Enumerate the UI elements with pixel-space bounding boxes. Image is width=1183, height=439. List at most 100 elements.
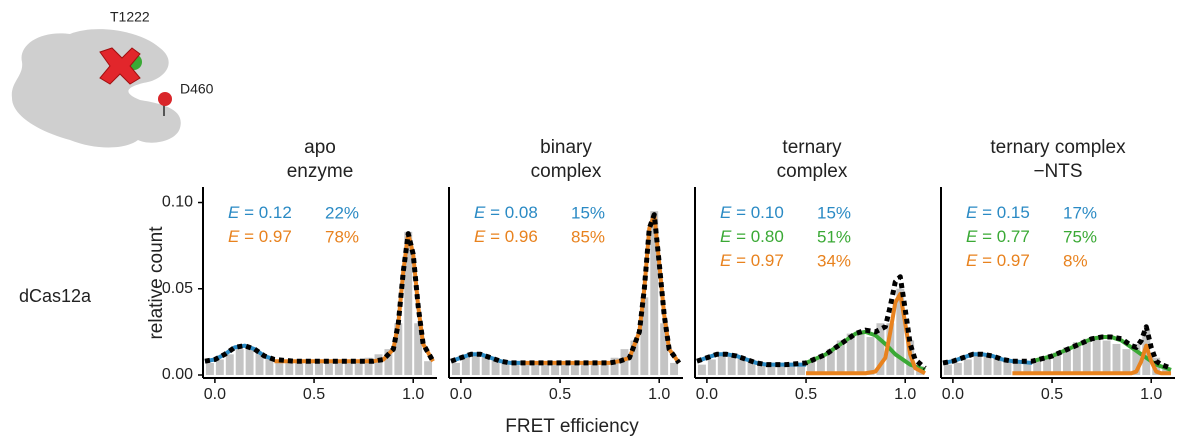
panel-title: complex xyxy=(531,161,602,182)
panel-title: enzyme xyxy=(287,161,354,182)
bar xyxy=(481,354,490,375)
bar xyxy=(551,364,560,375)
y-axis-title: relative count xyxy=(146,226,167,340)
bar xyxy=(205,362,214,375)
bar xyxy=(414,323,423,375)
bar xyxy=(973,356,982,375)
bar xyxy=(963,359,972,375)
bar xyxy=(876,323,885,375)
bar xyxy=(354,359,363,375)
x-tick-label: 1.0 xyxy=(1140,386,1162,403)
value: = 0.97 xyxy=(731,251,783,270)
value: = 0.08 xyxy=(485,203,537,222)
bar xyxy=(1033,359,1042,375)
bar xyxy=(384,349,393,375)
bar xyxy=(364,357,373,375)
bar xyxy=(1122,349,1131,375)
bar xyxy=(856,331,865,375)
bar xyxy=(943,364,952,375)
symbol: E xyxy=(720,203,732,222)
fit-parameter: E = 0.97 xyxy=(966,251,1030,270)
y-tick-label: 0.10 xyxy=(162,194,193,211)
bar xyxy=(511,364,520,375)
bar xyxy=(471,354,480,375)
symbol: E xyxy=(474,227,486,246)
bar xyxy=(983,354,992,375)
fit-total xyxy=(450,212,682,366)
bar xyxy=(757,364,766,375)
symbol: E xyxy=(966,203,978,222)
fit-parameter: E = 0.80 xyxy=(720,227,784,246)
value: = 0.96 xyxy=(485,227,537,246)
bar xyxy=(1102,340,1111,375)
bar xyxy=(1053,352,1061,375)
value: = 0.97 xyxy=(977,251,1029,270)
bar xyxy=(1092,337,1101,375)
bar xyxy=(610,357,619,375)
fit-fraction: 78% xyxy=(325,227,359,246)
fit-total xyxy=(696,274,927,370)
bar xyxy=(394,323,403,375)
bar xyxy=(797,364,806,375)
y-tick-label: 0.05 xyxy=(162,280,193,297)
bar xyxy=(896,288,905,375)
fit-fraction: 75% xyxy=(1063,227,1097,246)
bar xyxy=(344,361,353,375)
fit-total xyxy=(942,324,1172,371)
bar xyxy=(305,362,314,375)
panel-title: ternary xyxy=(782,137,842,158)
bar xyxy=(424,361,433,375)
y-tick-label: 0.00 xyxy=(162,366,193,383)
value: = 0.77 xyxy=(977,227,1029,246)
fit-parameter: E = 0.96 xyxy=(474,227,538,246)
symbol: E xyxy=(474,203,486,222)
fit-parameter: E = 0.77 xyxy=(966,227,1030,246)
bar xyxy=(225,354,234,375)
bar xyxy=(1003,359,1012,375)
site-label: D460 xyxy=(180,81,214,97)
panel-title: ternary complex xyxy=(990,137,1126,158)
bar xyxy=(640,297,649,375)
x-tick-label: 1.0 xyxy=(894,386,916,403)
bar xyxy=(1082,338,1091,375)
row-label: dCas12a xyxy=(19,286,92,306)
symbol: E xyxy=(720,227,732,246)
symbol: E xyxy=(720,251,732,270)
panel-title: −NTS xyxy=(1033,161,1082,182)
fit-parameter: E = 0.15 xyxy=(966,203,1030,222)
value: = 0.15 xyxy=(977,203,1029,222)
bar xyxy=(1043,356,1052,375)
bar xyxy=(600,361,609,375)
fit-parameter: E = 0.97 xyxy=(228,227,292,246)
bar xyxy=(521,364,530,375)
bar xyxy=(531,364,540,375)
x-tick-label: 0.5 xyxy=(1041,386,1063,403)
fit-fraction: 17% xyxy=(1063,203,1097,222)
bar xyxy=(747,361,756,375)
x-tick-label: 0.0 xyxy=(942,386,964,403)
bar xyxy=(807,361,815,375)
bar xyxy=(285,361,294,375)
bar xyxy=(953,362,962,375)
bar xyxy=(1142,330,1151,375)
bar xyxy=(590,362,599,375)
symbol: E xyxy=(966,251,978,270)
bar xyxy=(737,357,746,375)
bar xyxy=(1132,343,1141,375)
bar xyxy=(580,362,589,375)
fit-fraction: 85% xyxy=(571,227,605,246)
bar xyxy=(255,352,264,375)
bar xyxy=(650,211,659,375)
bar xyxy=(324,361,333,375)
bar xyxy=(491,359,500,375)
symbol: E xyxy=(228,203,240,222)
bar xyxy=(235,349,244,375)
x-tick-label: 0.5 xyxy=(795,386,817,403)
bar xyxy=(717,356,726,375)
value: = 0.10 xyxy=(731,203,783,222)
bar xyxy=(541,364,550,375)
fit-fraction: 34% xyxy=(817,251,851,270)
bar xyxy=(245,347,254,375)
bar xyxy=(707,359,716,375)
